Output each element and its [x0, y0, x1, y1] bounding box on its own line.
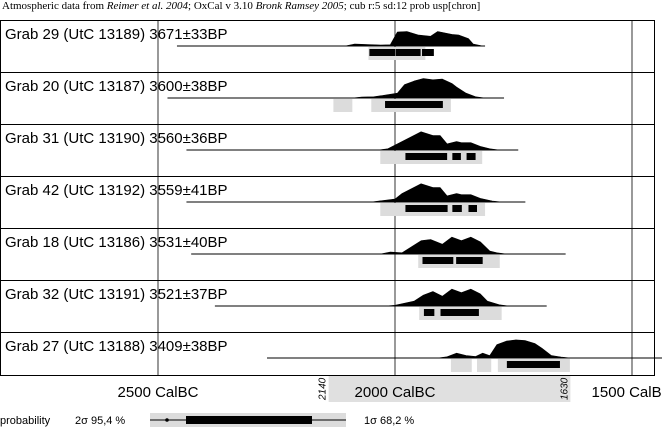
probability-curve-2	[378, 131, 500, 151]
sigma1-range-3-2	[468, 205, 478, 212]
sigma1-range-1-0	[385, 101, 443, 108]
header-part-3: ; OxCal v 3.10	[188, 0, 256, 12]
probability-curve-0	[344, 31, 483, 47]
legend-sigma2-label: 2σ 95,4 %	[75, 415, 125, 427]
sigma1-range-0-0	[369, 49, 396, 56]
header-part-1: Atmospheric data from	[2, 0, 107, 12]
row-label-0: Grab 29 (UtC 13189) 3671±33BP	[5, 26, 228, 43]
sigma1-range-3-0	[405, 205, 448, 212]
x-tick-label-2000: 2000 CalBC	[355, 384, 436, 401]
sigma1-range-0-2	[422, 49, 434, 56]
highlight-range-label-2140: 2140	[318, 377, 329, 401]
plot-border	[0, 20, 655, 376]
sigma1-range-3-1	[452, 205, 462, 212]
sigma1-range-0-1	[395, 49, 421, 56]
probability-curve-1	[352, 78, 486, 99]
probability-curve-6	[437, 339, 571, 359]
sigma1-range-5-1	[440, 309, 479, 316]
x-tick-label-2500: 2500 CalBC	[118, 384, 199, 401]
header-part-2: Reimer et al. 2004	[106, 0, 189, 12]
sigma1-range-2-2	[466, 153, 476, 160]
sigma1-range-2-1	[452, 153, 461, 160]
highlight-range-label-1630: 1630	[559, 377, 570, 400]
sigma1-range-4-0	[422, 257, 454, 264]
x-tick-label-1500: 1500 CalBC	[592, 384, 662, 401]
chart-header-note: Atmospheric data from Reimer et al. 2004…	[2, 0, 480, 12]
sigma1-range-2-0	[405, 153, 448, 160]
row-label-5: Grab 32 (UtC 13191) 3521±37BP	[5, 286, 228, 303]
sigma1-range-5-0	[423, 309, 435, 316]
row-label-6: Grab 27 (UtC 13188) 3409±38BP	[5, 338, 228, 355]
probability-curve-5	[385, 288, 510, 307]
row-label-3: Grab 42 (UtC 13192) 3559±41BP	[5, 182, 228, 199]
row-label-1: Grab 20 (UtC 13187) 3600±38BP	[5, 78, 228, 95]
row-label-4: Grab 18 (UtC 13186) 3531±40BP	[5, 234, 228, 251]
row-label-2: Grab 31 (UtC 13190) 3560±36BP	[5, 130, 228, 147]
axis-highlight-band	[328, 376, 571, 402]
sigma2-range-1-0	[333, 99, 353, 112]
sigma1-range-4-1	[456, 257, 483, 264]
legend-sigma1-swatch	[186, 416, 312, 424]
sigma2-range-6-0	[450, 359, 472, 372]
probability-curve-3	[371, 183, 502, 203]
sigma2-range-6-1	[477, 359, 492, 372]
sigma1-range-6-0	[506, 361, 560, 368]
probability-curve-4	[380, 236, 507, 255]
header-part-5: ; cub r:5 sd:12 prob usp[chron]	[343, 0, 481, 12]
legend-prefix: probability	[0, 415, 51, 427]
header-part-4: Bronk Ramsey 2005	[255, 0, 344, 12]
legend-dot	[165, 418, 169, 422]
legend-sigma1-label: 1σ 68,2 %	[364, 415, 414, 427]
